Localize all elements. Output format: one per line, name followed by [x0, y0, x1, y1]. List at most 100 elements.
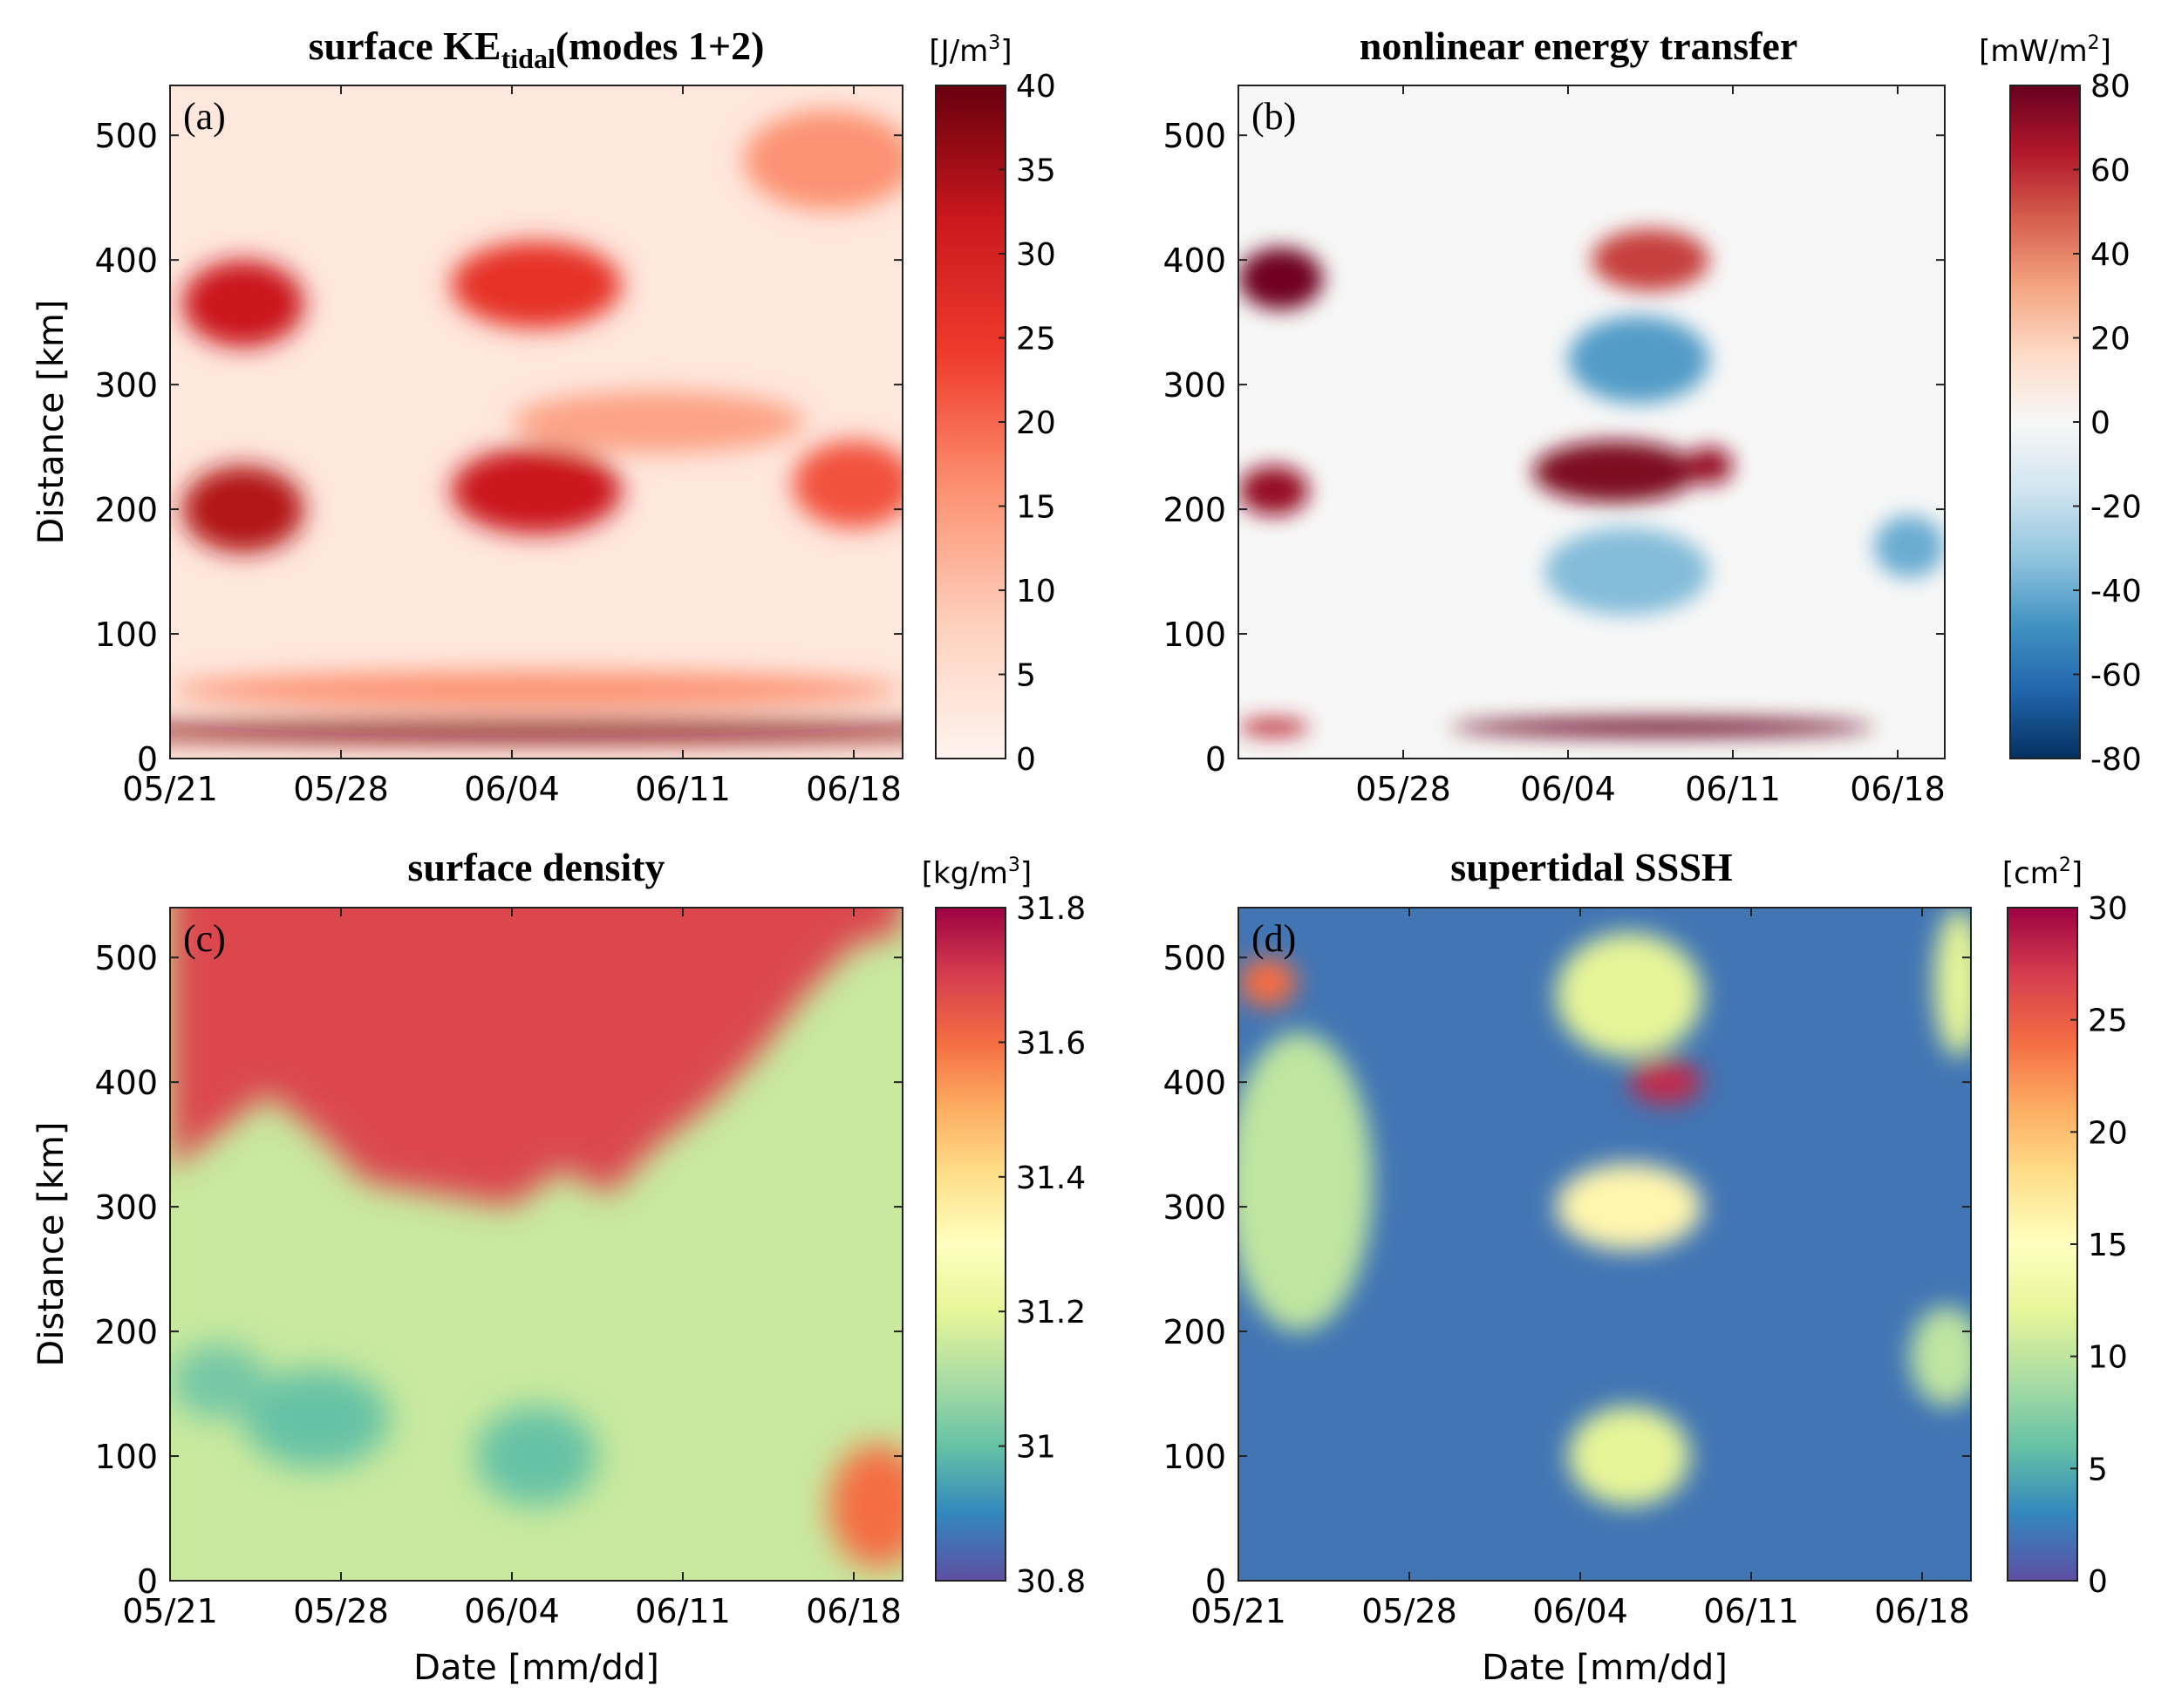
- y-tick-label: 0: [1205, 1562, 1226, 1601]
- colorbar-tick-label: 5: [2088, 1452, 2108, 1487]
- panel-b-colorbar: [2009, 85, 2081, 759]
- x-tick-label: 06/18: [806, 770, 902, 808]
- panel-b: nonlinear energy transfer 01002003004005…: [1162, 24, 2141, 808]
- heatmap-feature: [1556, 1163, 1702, 1251]
- panel-b-colorbar-unit: [mW/m2]: [1979, 32, 2111, 69]
- x-tick-label: 06/04: [1532, 1592, 1628, 1630]
- x-tick-label: 05/21: [122, 770, 218, 808]
- y-tick-label: 300: [1162, 1188, 1226, 1227]
- panel-d-colorbar: [2007, 907, 2078, 1582]
- colorbar-tick-label: 31: [1016, 1430, 1056, 1466]
- colorbar-tick-label: 20: [1016, 405, 1056, 441]
- colorbar-tick-label: 10: [2088, 1340, 2128, 1376]
- x-tick-label: 06/11: [635, 770, 731, 808]
- panel-d-field: [1238, 908, 1971, 1507]
- y-tick-label: 500: [1162, 939, 1226, 977]
- x-tick-label: 05/21: [122, 1592, 218, 1630]
- heatmap-feature: [1532, 440, 1698, 503]
- y-tick-label: 500: [1162, 117, 1226, 155]
- x-tick-label: 06/04: [464, 1592, 560, 1630]
- y-tick-label: 300: [1162, 366, 1226, 405]
- x-tick-label: 05/28: [293, 770, 389, 808]
- y-tick-label: 200: [1162, 491, 1226, 529]
- y-tick-label: 200: [94, 1313, 158, 1351]
- x-tick-label: 06/11: [1703, 1592, 1799, 1630]
- x-tick-label: 05/21: [1190, 1592, 1286, 1630]
- heatmap-feature: [170, 721, 903, 741]
- panel-c-axes-frame: [169, 907, 903, 1582]
- colorbar-tick-label: 15: [2088, 1228, 2128, 1263]
- heatmap-feature: [1556, 932, 1702, 1058]
- panel-c-label: (c): [183, 917, 226, 960]
- heatmap-feature: [170, 670, 903, 709]
- heatmap-feature: [1934, 908, 1971, 1058]
- colorbar-tick-label: 10: [1016, 574, 1056, 609]
- panel-d-colorbar-unit: [cm2]: [2002, 854, 2083, 891]
- heatmap-feature: [451, 446, 622, 534]
- colorbar-tick-label: 40: [1016, 69, 1056, 105]
- x-tick-label: 05/28: [293, 1592, 389, 1630]
- heatmap-feature: [793, 440, 903, 528]
- colorbar-tick-label: 0: [2090, 405, 2110, 441]
- x-tick-label: 06/18: [1850, 770, 1946, 808]
- colorbar-tick-label: 0: [1016, 742, 1036, 778]
- panel-b-label: (b): [1251, 95, 1296, 138]
- y-tick-label: 100: [94, 616, 158, 654]
- panel-c: surface density 0 100 200 300 400 500 05/21 05/…: [31, 845, 1086, 1688]
- panel-b-field: [1238, 228, 1945, 737]
- y-tick-label: 0: [1205, 740, 1226, 779]
- colorbar-tick-label: 31.2: [1016, 1295, 1086, 1330]
- colorbar-tick-label: 20: [2090, 322, 2131, 357]
- heatmap-feature: [1238, 957, 1298, 1008]
- y-tick-label: 400: [1162, 242, 1226, 280]
- colorbar-tick-label: 0: [2088, 1564, 2108, 1600]
- heatmap-feature: [1238, 1032, 1373, 1332]
- y-tick-label: 100: [94, 1438, 158, 1476]
- panel-a-colorbar-unit: [J/m3]: [929, 32, 1012, 69]
- heatmap-feature: [451, 241, 622, 329]
- colorbar-tick-label: 30: [1016, 237, 1056, 273]
- colorbar-tick-label: -40: [2090, 574, 2142, 609]
- panel-c-field: [170, 908, 903, 1569]
- colorbar-tick-label: 30: [2088, 891, 2128, 927]
- colorbar-tick-label: 25: [1016, 322, 1056, 357]
- colorbar-tick-label: -20: [2090, 490, 2142, 526]
- x-tick-label: 06/11: [635, 1592, 731, 1630]
- heatmap-feature: [744, 110, 903, 210]
- colorbar-tick-label: 30.8: [1016, 1564, 1086, 1600]
- heatmap-feature: [1544, 527, 1709, 616]
- panel-a-title: surface KEtidal(modes 1+2): [309, 24, 765, 74]
- y-tick-label: 200: [94, 491, 158, 529]
- y-tick-label: 500: [94, 939, 158, 977]
- heatmap-feature: [1874, 515, 1945, 578]
- heatmap-feature: [1238, 718, 1309, 737]
- x-tick-label: 06/04: [1520, 770, 1616, 808]
- heatmap-feature: [243, 1368, 390, 1469]
- colorbar-tick-label: 25: [2088, 1004, 2128, 1039]
- heatmap-feature: [1568, 1405, 1690, 1507]
- y-tick-label: 0: [137, 1562, 158, 1601]
- y-tick-label: 400: [1162, 1064, 1226, 1102]
- panel-c-colorbar: [935, 907, 1006, 1582]
- colorbar-tick-label: 31.6: [1016, 1025, 1086, 1061]
- panel-a-label: (a): [183, 95, 226, 138]
- panel-b-background: [1238, 85, 1945, 759]
- colorbar-tick-label: 80: [2090, 69, 2131, 105]
- x-tick-label: 05/28: [1355, 770, 1451, 808]
- y-tick-label: 400: [94, 1064, 158, 1102]
- colorbar-tick-label: 5: [1016, 658, 1036, 694]
- heatmap-feature: [1238, 466, 1309, 516]
- colorbar-tick-label: 60: [2090, 153, 2131, 189]
- y-tick-label: 400: [94, 242, 158, 280]
- x-tick-label: 05/28: [1361, 1592, 1457, 1630]
- heatmap-feature: [829, 1443, 903, 1569]
- x-tick-label: 06/11: [1685, 770, 1781, 808]
- heatmap-feature: [475, 1405, 597, 1507]
- y-tick-label: 300: [94, 1188, 158, 1227]
- panel-d-axes-frame: [1238, 907, 1972, 1582]
- colorbar-tick-label: 40: [2090, 237, 2131, 273]
- y-tick-label: 100: [1162, 1438, 1226, 1476]
- colorbar-tick-label: 20: [2088, 1115, 2128, 1151]
- x-tick-label: 06/18: [1874, 1592, 1970, 1630]
